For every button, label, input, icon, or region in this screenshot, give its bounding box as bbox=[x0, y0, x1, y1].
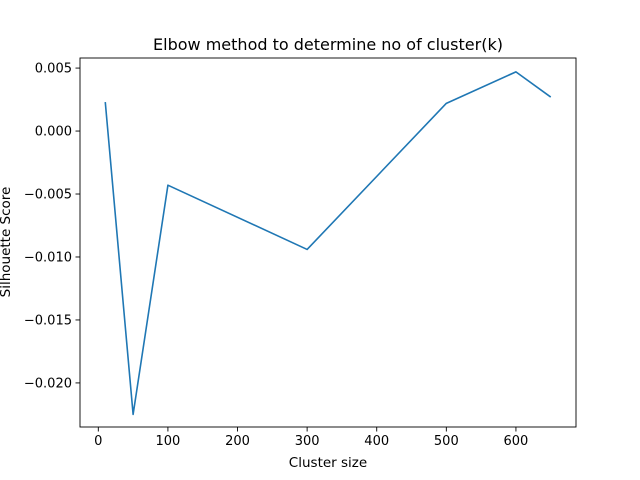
x-tick-label: 400 bbox=[364, 434, 389, 449]
y-tick-label: 0.005 bbox=[35, 62, 72, 77]
y-tick-label: 0.000 bbox=[35, 125, 72, 140]
x-tick-label: 300 bbox=[295, 434, 320, 449]
x-tick-label: 200 bbox=[225, 434, 250, 449]
axes-frame bbox=[79, 57, 577, 428]
y-tick-label: −0.010 bbox=[24, 250, 72, 265]
x-axis-label: Cluster size bbox=[289, 455, 367, 471]
x-tick-label: 100 bbox=[155, 434, 180, 449]
x-tick-label: 600 bbox=[504, 434, 529, 449]
y-tick-label: −0.005 bbox=[24, 188, 72, 203]
y-tick-label: −0.020 bbox=[24, 376, 72, 391]
x-tick-label: 500 bbox=[434, 434, 459, 449]
y-axis-label: Silhouette Score bbox=[0, 187, 14, 298]
chart-title: Elbow method to determine no of cluster(… bbox=[153, 35, 503, 54]
plot-area: 0 100 200 300 400 500 600 0.005 0.000 −0.005 −0.01… bbox=[24, 57, 577, 449]
y-tick-label: −0.015 bbox=[24, 313, 72, 328]
x-tick-label: 0 bbox=[94, 434, 102, 449]
